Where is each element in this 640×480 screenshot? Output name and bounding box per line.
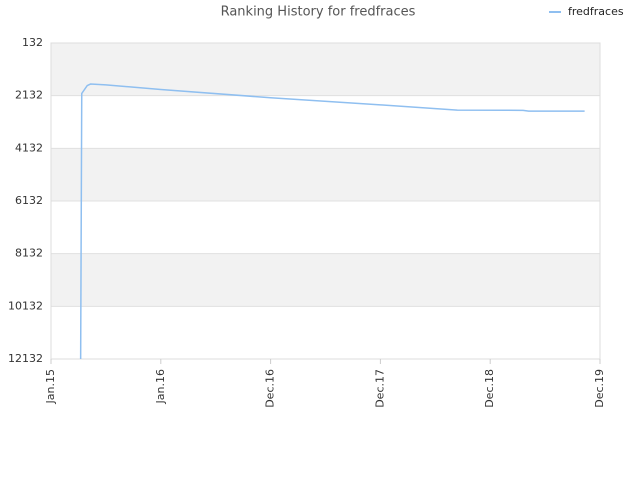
x-tick-label: Dec.19 bbox=[593, 369, 606, 408]
y-tick-label: 6132 bbox=[15, 194, 43, 207]
y-tick-label: 12132 bbox=[8, 352, 43, 365]
grid-band bbox=[51, 43, 600, 96]
x-tick-label: Jan.15 bbox=[44, 369, 57, 404]
line bbox=[79, 83, 585, 360]
y-tick-label: 8132 bbox=[15, 247, 43, 260]
y-tick-label: 10132 bbox=[8, 299, 43, 312]
grid-band bbox=[51, 148, 600, 201]
grid-band bbox=[51, 253, 600, 307]
plot-border bbox=[50, 42, 601, 360]
legend-label: fredfraces bbox=[568, 5, 624, 18]
chart-title: Ranking History for fredfraces bbox=[221, 5, 416, 20]
y-tick-label: 4132 bbox=[15, 141, 43, 154]
x-tick-label: Dec.18 bbox=[483, 369, 496, 408]
grid-band bbox=[51, 95, 600, 149]
x-tick-label: Dec.16 bbox=[264, 369, 277, 408]
grid-band bbox=[51, 306, 600, 359]
x-tick-label: Dec.17 bbox=[373, 369, 386, 408]
y-tick-label: 2132 bbox=[15, 89, 43, 102]
grid-band bbox=[51, 201, 600, 254]
y-tick-label: 132 bbox=[22, 36, 43, 49]
x-tick-label: Jan.16 bbox=[154, 369, 167, 404]
